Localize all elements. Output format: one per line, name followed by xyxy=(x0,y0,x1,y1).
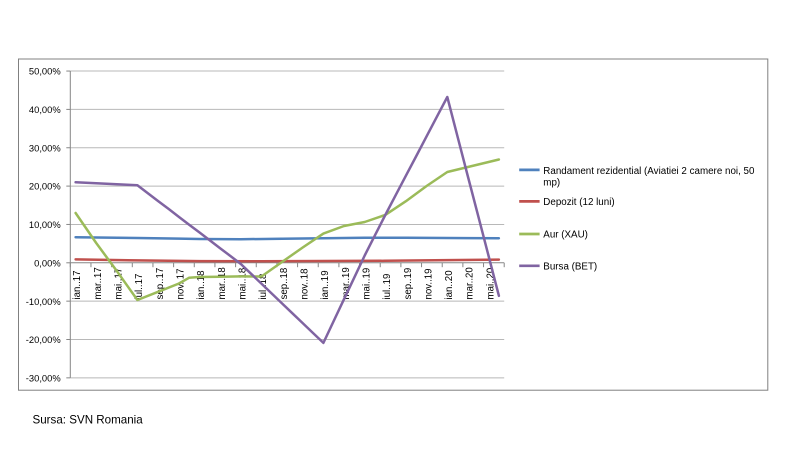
svg-text:-30,00%: -30,00% xyxy=(26,372,61,383)
svg-text:Depozit (12 luni): Depozit (12 luni) xyxy=(543,197,614,208)
svg-text:Randament rezidential (Aviatie: Randament rezidential (Aviatiei 2 camere… xyxy=(543,166,755,177)
svg-text:sep..19: sep..19 xyxy=(403,268,414,300)
svg-text:sep..17: sep..17 xyxy=(155,268,166,300)
svg-text:Aur (XAU): Aur (XAU) xyxy=(543,230,588,241)
svg-text:mar..20: mar..20 xyxy=(465,267,476,300)
svg-text:nov..18: nov..18 xyxy=(299,268,310,299)
svg-text:0,00%: 0,00% xyxy=(34,257,61,268)
svg-text:ian..20: ian..20 xyxy=(444,270,455,300)
svg-text:mai..20: mai..20 xyxy=(485,267,496,299)
svg-text:mai..19: mai..19 xyxy=(361,268,372,300)
svg-text:mar..18: mar..18 xyxy=(217,267,228,299)
svg-text:nov..19: nov..19 xyxy=(423,268,434,299)
svg-text:Sursa: SVN Romania: Sursa: SVN Romania xyxy=(33,414,144,427)
svg-text:30,00%: 30,00% xyxy=(29,142,61,153)
svg-text:10,00%: 10,00% xyxy=(29,219,61,230)
svg-text:mai..17: mai..17 xyxy=(113,268,124,300)
svg-text:40,00%: 40,00% xyxy=(29,104,61,115)
svg-text:ian..18: ian..18 xyxy=(196,270,207,299)
svg-text:sep..18: sep..18 xyxy=(279,268,290,300)
svg-text:ian..17: ian..17 xyxy=(72,270,83,299)
svg-text:-20,00%: -20,00% xyxy=(26,334,61,345)
svg-text:mar..19: mar..19 xyxy=(341,267,352,299)
svg-text:mp): mp) xyxy=(543,178,560,189)
svg-text:iul..17: iul..17 xyxy=(134,274,145,300)
svg-text:nov..17: nov..17 xyxy=(175,268,186,299)
svg-text:iul..19: iul..19 xyxy=(382,274,393,300)
svg-text:Bursa (BET): Bursa (BET) xyxy=(543,261,597,272)
svg-text:mar..17: mar..17 xyxy=(93,267,104,299)
svg-text:ian..19: ian..19 xyxy=(320,270,331,299)
svg-text:20,00%: 20,00% xyxy=(29,181,61,192)
svg-text:-10,00%: -10,00% xyxy=(26,296,61,307)
svg-text:50,00%: 50,00% xyxy=(29,66,61,77)
svg-text:mai..18: mai..18 xyxy=(237,268,248,300)
